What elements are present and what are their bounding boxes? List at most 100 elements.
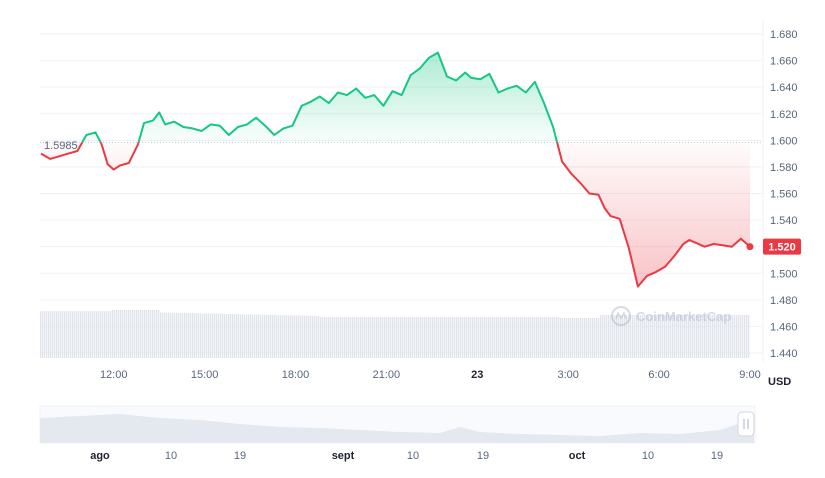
volume-bar (672, 315, 674, 358)
volume-bar (438, 317, 440, 358)
volume-bar (708, 315, 710, 358)
volume-bar (292, 315, 294, 358)
volume-bar (416, 317, 418, 358)
volume-bar (196, 313, 198, 358)
volume-bar (348, 317, 350, 358)
volume-bar (626, 315, 628, 358)
volume-bar (384, 317, 386, 358)
current-price-dot (746, 243, 754, 251)
volume-bar (620, 315, 622, 358)
y-tick-label: 1.640 (770, 82, 798, 94)
area-fill-below (41, 142, 750, 287)
volume-bar (100, 311, 102, 358)
volume-bar (614, 315, 616, 358)
volume-bar (640, 315, 642, 358)
volume-bar (126, 310, 128, 358)
volume-bar (144, 310, 146, 358)
volume-bar (274, 314, 276, 358)
volume-bar (180, 312, 182, 358)
volume-bar (90, 311, 92, 358)
volume-bar (712, 315, 714, 358)
volume-bar (458, 317, 460, 358)
y-tick-label: 1.500 (770, 268, 798, 280)
currency-unit-label: USD (768, 376, 791, 388)
volume-bar (584, 318, 586, 358)
volume-bar (414, 317, 416, 358)
volume-bar (696, 315, 698, 358)
x-tick-label: 18:00 (282, 369, 310, 381)
volume-bar (244, 314, 246, 358)
volume-bar (510, 317, 512, 358)
volume-bar (358, 317, 360, 358)
volume-bar (208, 313, 210, 358)
volume-bar (332, 317, 334, 358)
volume-bar (646, 315, 648, 358)
volume-bar (152, 310, 154, 358)
volume-bar (176, 312, 178, 358)
volume-bar (582, 318, 584, 358)
volume-bar (378, 317, 380, 358)
volume-bar (452, 317, 454, 358)
area-fill-above (41, 52, 750, 143)
volume-bar (558, 317, 560, 358)
volume-bar (472, 317, 474, 358)
volume-bar (526, 317, 528, 358)
volume-bar (534, 317, 536, 358)
current-price-label: 1.520 (768, 242, 796, 254)
volume-bar (604, 315, 606, 358)
volume-bar (432, 317, 434, 358)
volume-bar (204, 313, 206, 358)
volume-bar (410, 317, 412, 358)
nav-label-sept: sept (332, 450, 355, 462)
x-tick-label: 12:00 (100, 369, 128, 381)
volume-bar (310, 315, 312, 358)
volume-bar (312, 315, 314, 358)
volume-bar (698, 315, 700, 358)
volume-bar (564, 318, 566, 358)
volume-bar (350, 317, 352, 358)
range-navigator[interactable]: ago 10 19 sept 10 19 oct 10 19 (39, 405, 756, 462)
y-tick-label: 1.540 (770, 215, 798, 227)
volume-bar (302, 315, 304, 358)
volume-bar (602, 315, 604, 358)
volume-bar (352, 317, 354, 358)
volume-bar (612, 315, 614, 358)
volume-bar (606, 315, 608, 358)
x-tick-label: 15:00 (191, 369, 219, 381)
volume-bar (42, 311, 44, 358)
volume-bar (480, 317, 482, 358)
volume-bar (306, 315, 308, 358)
volume-bar (308, 315, 310, 358)
volume-bar (232, 314, 234, 358)
volume-bar (370, 317, 372, 358)
volume-bar (518, 317, 520, 358)
volume-bar (284, 315, 286, 358)
volume-bar (174, 312, 176, 358)
volume-bar (686, 315, 688, 358)
volume-bar (334, 317, 336, 358)
volume-bar (400, 317, 402, 358)
volume-bar (128, 310, 130, 358)
volume-bar (704, 315, 706, 358)
volume-bar (118, 310, 120, 358)
volume-bar (746, 315, 748, 358)
y-tick-label: 1.560 (770, 189, 798, 201)
volume-bar (706, 315, 708, 358)
volume-bar (670, 315, 672, 358)
volume-bar (576, 318, 578, 358)
y-tick-label: 1.480 (770, 295, 798, 307)
volume-bar (194, 313, 196, 358)
volume-bar (512, 317, 514, 358)
nav-label-10a: 10 (165, 450, 177, 462)
volume-bar (702, 315, 704, 358)
volume-bar (362, 317, 364, 358)
volume-bar (648, 315, 650, 358)
volume-bar (356, 317, 358, 358)
volume-bar (206, 313, 208, 358)
volume-bar (590, 318, 592, 358)
volume-bar (724, 315, 726, 358)
volume-bar (404, 317, 406, 358)
volume-bar (634, 315, 636, 358)
navigator-handle[interactable] (737, 411, 755, 437)
